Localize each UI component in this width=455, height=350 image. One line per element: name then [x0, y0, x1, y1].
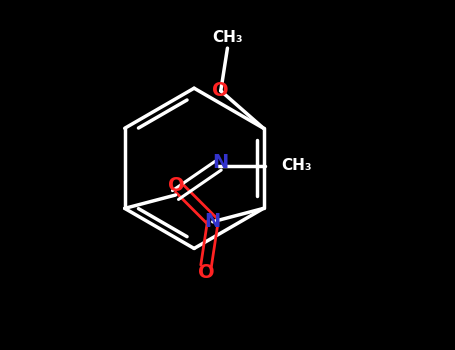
Text: N: N	[205, 212, 221, 231]
Text: O: O	[168, 176, 185, 195]
Text: N: N	[213, 154, 229, 173]
Text: O: O	[198, 263, 214, 282]
Text: O: O	[212, 81, 229, 100]
Text: CH₃: CH₃	[212, 30, 243, 45]
Text: CH₃: CH₃	[281, 158, 312, 173]
